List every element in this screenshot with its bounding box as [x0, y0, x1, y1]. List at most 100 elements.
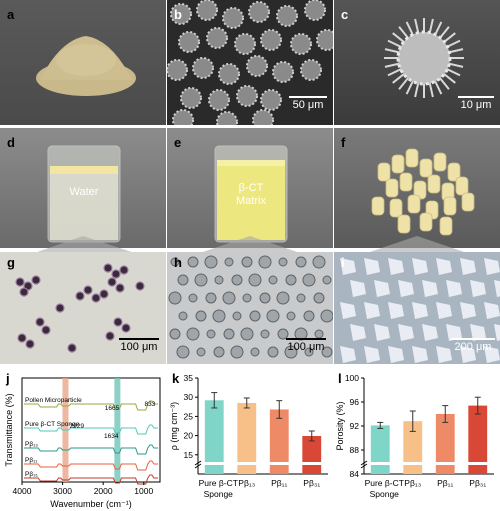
category-label-2: Pβ₁₁: [437, 478, 453, 488]
pollen-particle: [121, 323, 131, 333]
pollen-particle: [103, 263, 113, 273]
x-axis-label: Wavenumber (cm⁻¹): [50, 499, 131, 509]
bar-0: [204, 400, 224, 474]
sponge-pore: [340, 258, 356, 275]
y-tick-label-88: 88: [350, 445, 360, 455]
pollen-particle: [178, 311, 188, 321]
sponge-pore: [398, 324, 414, 341]
pollen-particle: [214, 275, 224, 285]
sponge-pore: [412, 346, 428, 363]
scale-bar-h-label: 100 μm: [287, 341, 325, 353]
spiky-particle: [276, 5, 298, 27]
axis-break-gap-1: [402, 462, 424, 465]
ftir-spectra-chart: Pollen Microparticle Pure β-CT Sponge Pβ₁₃…: [4, 377, 161, 509]
pollen-particle: [302, 273, 316, 287]
pollen-particle: [194, 273, 208, 287]
sponge-pore: [484, 346, 500, 363]
pollen-particle: [230, 345, 244, 359]
category-label-0: Pure β-CT: [365, 478, 404, 488]
spiky-particle: [216, 111, 238, 125]
peak-annotation-833: 833: [145, 401, 156, 408]
spiky-pollen-grain: [384, 18, 464, 98]
peak-annotation-1665: 1665: [105, 405, 120, 412]
pollen-particle: [67, 343, 77, 353]
spiky-particle: [234, 33, 256, 55]
x-tick-label-4000: 4000: [13, 486, 32, 496]
series-label-4: Pβ₃₁: [25, 471, 39, 478]
sponge-pore: [446, 324, 462, 341]
panel-label-i: i: [341, 255, 345, 270]
panel-a-photo-pollen-powder: a: [0, 0, 166, 125]
scale-bar-i-label: 200 μm: [454, 341, 492, 353]
spiky-particle: [300, 59, 322, 81]
category-label-2: Pβ₁₁: [271, 478, 287, 488]
x-tick-label-3000: 3000: [53, 486, 72, 496]
axis-break-mark-2: [360, 463, 368, 469]
highlight-band-1: [114, 378, 121, 482]
pollen-particle: [186, 327, 200, 341]
pollen-particle: [222, 291, 236, 305]
pollen-particle: [313, 292, 325, 304]
series-line-0: [24, 400, 158, 411]
category-label-3: Pβ₃₁: [469, 478, 486, 488]
axis-break-gap-2: [268, 462, 290, 465]
peak-annotation-2929: 2929: [69, 423, 84, 430]
bar-2: [435, 414, 455, 474]
peak-annotation-1634: 1634: [104, 433, 119, 440]
pollen-particle: [277, 328, 289, 340]
category-label-0: Pure β-CT: [199, 478, 238, 488]
sponge-cylinder: [461, 192, 475, 212]
sponge-pore: [494, 280, 500, 297]
pollen-particle: [268, 275, 278, 285]
panel-h-micrograph-pollen-matrix: h 100 μm: [167, 252, 333, 364]
pollen-particle: [107, 277, 117, 287]
pollen-particle: [169, 328, 181, 340]
sponge-cylinder: [427, 174, 441, 194]
spiky-particle: [170, 3, 192, 25]
sponge-pore: [436, 346, 452, 363]
sponge-cylinder: [391, 154, 405, 174]
sponge-cylinder: [455, 176, 469, 196]
sponge-pore: [494, 324, 500, 341]
panel-i-micrograph-sponge: i 200 μm: [334, 252, 500, 364]
panel-label-g: g: [7, 255, 15, 270]
beaker-label-matrix-line2: Matrix: [236, 195, 266, 207]
optical-micrograph-i: [340, 258, 500, 363]
sponge-pore: [374, 324, 390, 341]
pollen-particle: [177, 274, 189, 286]
pollen-particle: [250, 347, 260, 357]
spiky-particle: [272, 61, 294, 83]
panel-f-sponge-cylinders: f: [334, 128, 500, 248]
spiky-particle: [246, 55, 268, 77]
bar-1: [403, 421, 423, 474]
pollen-particle: [15, 277, 25, 287]
spiky-particle: [206, 27, 228, 49]
sponge-cylinder: [419, 158, 433, 178]
scale-bar-g: 100 μm: [114, 338, 164, 353]
sponge-cylinder: [377, 162, 391, 182]
panel-d-beaker-water: Water d: [0, 128, 166, 248]
pollen-powder-pile: [36, 36, 136, 96]
panel-label-c: c: [341, 7, 349, 22]
y-tick-label-25: 25: [184, 411, 194, 421]
axis-break-mark-1: [194, 460, 202, 466]
panel-label-e: e: [174, 135, 182, 150]
pollen-particle: [249, 310, 261, 322]
axis-break-gap-2: [434, 462, 456, 465]
panel-label-h: h: [174, 255, 182, 270]
spiky-particle: [178, 31, 200, 53]
pollen-particle: [17, 333, 27, 343]
pollen-particle: [19, 287, 29, 297]
pollen-particle: [267, 346, 279, 358]
series-line-1: [24, 424, 158, 435]
pollen-particle: [296, 293, 306, 303]
spiky-particle: [316, 29, 333, 51]
pollen-particle: [286, 311, 296, 321]
pollen-particle: [312, 255, 326, 269]
spiky-particle: [304, 0, 326, 21]
bar-3: [468, 405, 488, 474]
sponge-pore: [484, 302, 500, 319]
sponge-pore: [398, 280, 414, 297]
pollen-particle: [135, 281, 145, 291]
